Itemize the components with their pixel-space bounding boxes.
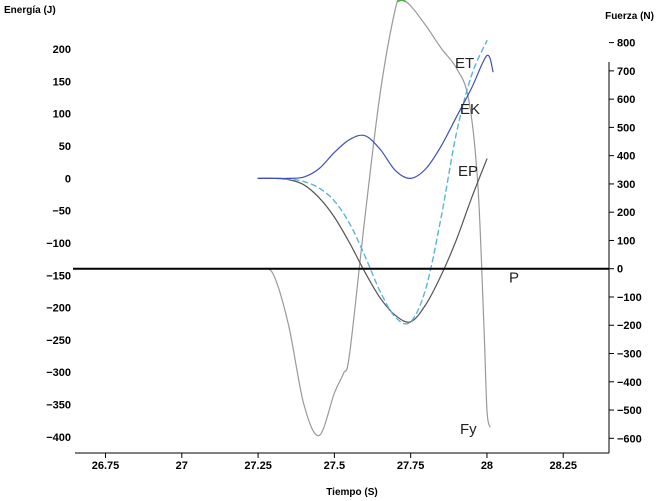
- series-line-fy: [260, 0, 491, 437]
- y-tick-label-left-200: 200: [53, 44, 71, 56]
- fy-peak-mark: [397, 0, 406, 3]
- left-tick-group: 200 150 100 50 0 −50 −100 −150 −200 −250 −300 −350 −…: [46, 44, 71, 444]
- x-tick-label-28-25: 28.25: [549, 460, 577, 472]
- y-tick-label-left-0: 0: [65, 173, 71, 185]
- series-label-group: P ET EK EP Fy: [455, 55, 519, 438]
- x-tick-label-26-75: 26.75: [92, 460, 120, 472]
- x-tick-label-27-5: 27.5: [324, 460, 345, 472]
- y-tick-label-right-200: −200: [617, 320, 642, 332]
- y-axis-title-left: Energía (J): [4, 5, 56, 16]
- series-label-et: ET: [455, 55, 474, 72]
- y-tick-label-right-400: 400: [617, 151, 635, 163]
- y-tick-label-right-600: 600: [617, 94, 635, 106]
- y-tick-label-left-400: −400: [46, 432, 71, 444]
- series-group: [257, 0, 494, 437]
- series-line-ek: [257, 54, 494, 180]
- y-tick-label-left-200: −200: [46, 303, 71, 315]
- y-tick-label-right-500: −500: [617, 405, 642, 417]
- reference-line-label-p: P: [509, 270, 519, 287]
- series-line-et: [257, 39, 488, 325]
- y-tick-label-right-100: −100: [617, 292, 642, 304]
- y-tick-label-right-500: 500: [617, 122, 635, 134]
- y-tick-label-left-300: −300: [46, 367, 71, 379]
- y-tick-label-left-100: −100: [46, 238, 71, 250]
- y-tick-label-left-100: 100: [53, 109, 71, 121]
- series-line-ep: [257, 158, 488, 323]
- y-tick-label-right-100: 100: [617, 235, 635, 247]
- y-tick-label-left-50: −50: [52, 206, 71, 218]
- y-tick-label-left-150: −150: [46, 270, 71, 282]
- y-tick-label-right-300: 300: [617, 179, 635, 191]
- x-axis-title: Tiempo (S): [326, 487, 377, 498]
- right-tick-group: 800 700 600 500 400 300 200 100 0 −100 −200 −300 −40…: [609, 38, 642, 445]
- x-tick-group: 26.75 27 27.25 27.5 27.75 28 28.25: [92, 453, 577, 472]
- y-tick-label-left-250: −250: [46, 335, 71, 347]
- series-label-ek: EK: [460, 101, 480, 118]
- x-tick-label-28: 28: [481, 460, 493, 472]
- series-label-ep: EP: [458, 163, 478, 180]
- x-tick-label-27: 27: [176, 460, 188, 472]
- x-tick-label-27-25: 27.25: [244, 460, 272, 472]
- y-tick-label-right-600: −600: [617, 433, 642, 445]
- y-axis-title-right: Fuerza (N): [605, 11, 654, 22]
- y-tick-label-left-50: 50: [59, 141, 71, 153]
- series-label-fy: Fy: [460, 421, 477, 438]
- y-tick-label-right-800: 800: [617, 38, 635, 50]
- y-tick-label-right-300: −300: [617, 349, 642, 361]
- x-tick-label-27-75: 27.75: [397, 460, 425, 472]
- y-tick-label-right-400: −400: [617, 377, 642, 389]
- y-tick-label-right-0: 0: [617, 264, 623, 276]
- y-tick-label-right-700: 700: [617, 66, 635, 78]
- y-tick-label-left-150: 150: [53, 76, 71, 88]
- y-tick-label-right-200: 200: [617, 207, 635, 219]
- y-tick-label-left-350: −350: [46, 400, 71, 412]
